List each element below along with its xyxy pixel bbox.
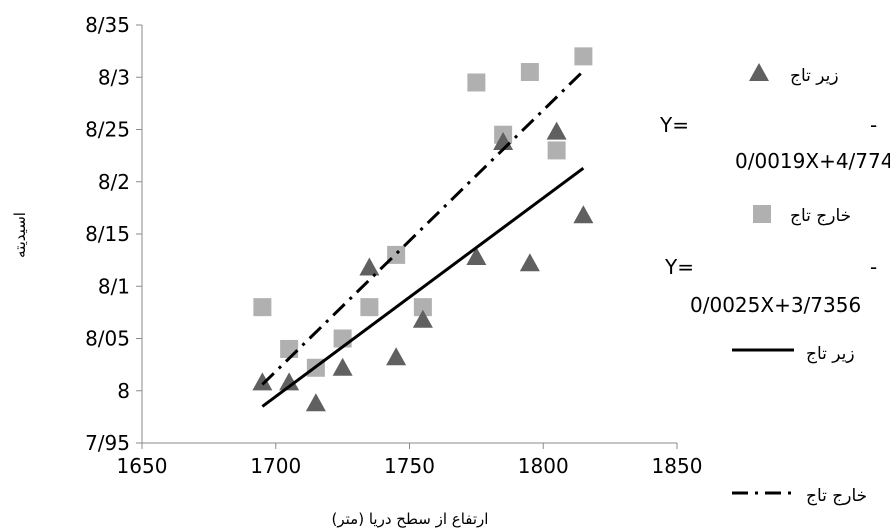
- y-tick-label: 8/1: [98, 274, 130, 298]
- data-point-square: [520, 63, 539, 82]
- legend-solid-line-marker: [732, 348, 794, 352]
- data-point-triangle: [412, 309, 433, 328]
- data-point-square: [547, 141, 566, 160]
- data-point-triangle: [359, 257, 380, 276]
- y-tick-label: 7/95: [85, 431, 130, 455]
- data-point-triangle: [386, 347, 407, 366]
- y-tick-label: 8/2: [98, 170, 130, 194]
- data-point-triangle: [332, 357, 353, 376]
- trendlines: [261, 69, 585, 408]
- data-point-triangle: [519, 253, 540, 272]
- data-point-triangle: [252, 372, 273, 391]
- equation-1-sign: -: [870, 113, 878, 137]
- legend-dashdot-line-marker: [732, 491, 794, 495]
- data-point-triangle: [305, 393, 326, 412]
- legend-label-outside-canopy-line: خارج تاج: [806, 486, 868, 506]
- x-tick-label: 1750: [384, 454, 435, 478]
- data-point-square: [574, 47, 593, 66]
- legend-label-outside-canopy-markers: خارج تاج: [790, 206, 852, 226]
- data-point-square: [253, 298, 272, 317]
- data-point-triangle: [546, 121, 567, 140]
- data-point-square: [333, 329, 352, 348]
- data-point-square: [280, 339, 299, 358]
- x-axis-label: ارتفاع از سطح دریا (متر): [332, 510, 489, 528]
- legend-square-marker: [753, 205, 771, 223]
- y-tick-label: 8/35: [85, 13, 130, 37]
- legend-label-under-canopy-markers: زیر تاج: [790, 66, 839, 86]
- data-point-square: [467, 73, 486, 92]
- legend-label-under-canopy-line: زیر تاج: [806, 344, 855, 364]
- data-point-triangle: [573, 205, 594, 224]
- equation-1-prefix: Y=: [660, 113, 689, 137]
- y-axis-label: اسیدیته: [11, 212, 29, 258]
- tick-labels: 7/95 8 8/05 8/1 8/15 8/2 8/25 8/3 8/35 1650 1700 17…: [85, 13, 702, 478]
- data-point-triangle: [279, 372, 300, 391]
- data-point-triangle: [466, 246, 487, 265]
- equation-2-body: 0/0025X+3/7356: [690, 293, 862, 317]
- axes: [136, 24, 678, 449]
- x-tick-label: 1650: [117, 454, 168, 478]
- data-point-square: [413, 298, 432, 317]
- equation-1-body: 0/0019X+4/7742: [735, 149, 890, 173]
- equation-2-sign: -: [870, 255, 878, 279]
- trendline-under-canopy: [261, 166, 585, 408]
- y-tick-label: 8/15: [85, 222, 130, 246]
- y-tick-label: 8/05: [85, 327, 130, 351]
- y-tick-label: 8/25: [85, 118, 130, 142]
- y-tick-label: 8: [117, 379, 130, 403]
- x-tick-label: 1700: [250, 454, 301, 478]
- legend-triangle-marker: [749, 63, 769, 81]
- equation-2-prefix: Y=: [665, 255, 694, 279]
- y-tick-label: 8/3: [98, 65, 130, 89]
- x-tick-label: 1800: [518, 454, 569, 478]
- x-tick-label: 1850: [652, 454, 703, 478]
- data-point-square: [360, 298, 379, 317]
- trendline-outside-canopy: [261, 69, 585, 386]
